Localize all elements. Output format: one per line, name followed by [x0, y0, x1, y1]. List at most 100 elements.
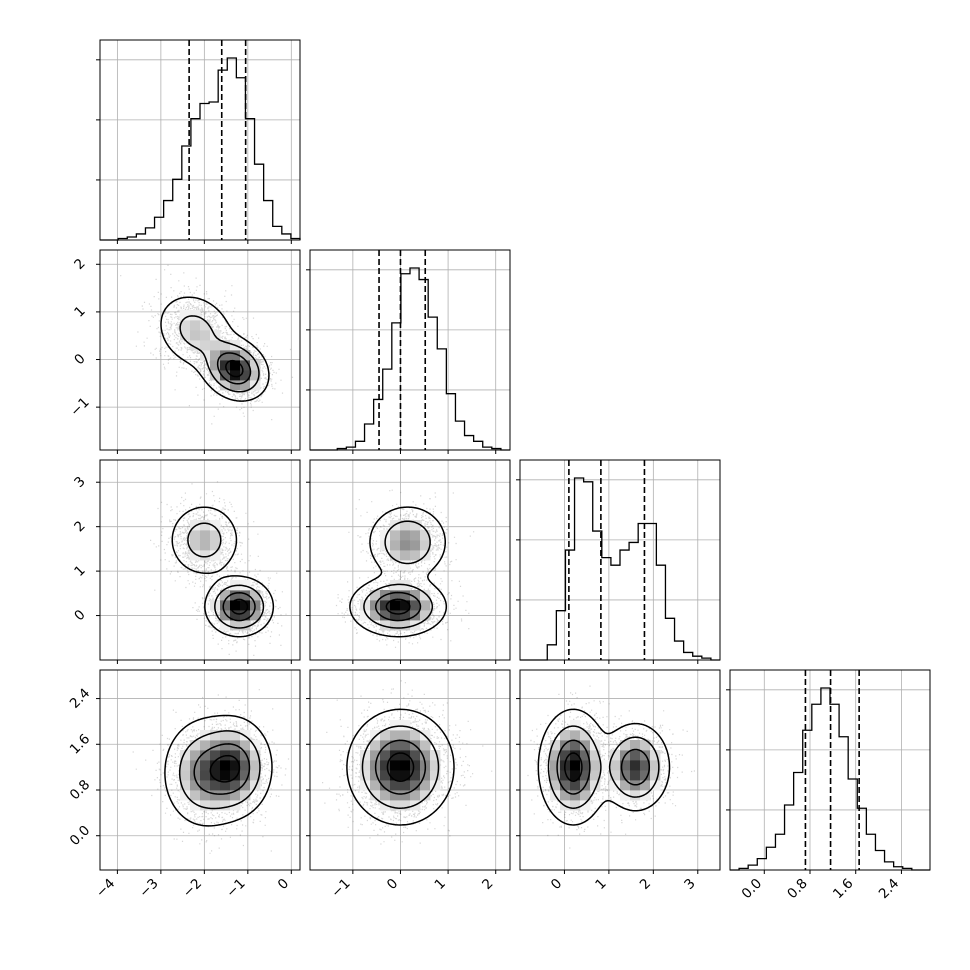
- contour-level-2: [222, 591, 256, 622]
- contour-level-3: [209, 754, 241, 783]
- density-cell: [250, 750, 261, 761]
- density-cell: [390, 610, 401, 621]
- x-tick-label: −1: [328, 876, 353, 901]
- y-tick-label: 2: [71, 256, 88, 273]
- density-cell: [380, 620, 391, 631]
- density-cell: [370, 790, 381, 801]
- contour-level-2: [193, 743, 251, 795]
- density-cell: [240, 590, 251, 601]
- density-cell: [200, 740, 211, 751]
- contour-level-3: [230, 598, 249, 615]
- density-cell: [610, 750, 621, 761]
- density-cell: [570, 780, 581, 791]
- density-cell: [380, 760, 391, 771]
- panel-frame: [519, 669, 721, 871]
- density-cell: [420, 590, 431, 601]
- density-cell: [650, 750, 661, 761]
- density-cell: [550, 740, 561, 751]
- x-tick-label: −2: [180, 876, 205, 901]
- density-cell: [580, 730, 591, 741]
- density-cell: [230, 620, 241, 631]
- density-cell: [220, 730, 231, 741]
- density-cell: [570, 800, 581, 811]
- density-cell: [230, 750, 241, 761]
- density-cell: [190, 790, 201, 801]
- density-cell: [360, 770, 371, 781]
- hist-panel-1: [306, 249, 511, 454]
- density-cell: [210, 760, 221, 771]
- density-cell: [410, 520, 421, 531]
- density-cell: [240, 580, 251, 591]
- density-cell: [210, 540, 221, 551]
- density-cell: [230, 350, 241, 361]
- density-cell: [400, 620, 411, 631]
- density-cell: [210, 770, 221, 781]
- density-cell: [380, 790, 391, 801]
- density-cell: [420, 530, 431, 541]
- density-cell: [200, 750, 211, 761]
- density-cell: [240, 730, 251, 741]
- density-cell: [220, 370, 231, 381]
- panel-frame: [99, 669, 301, 871]
- density-cell: [220, 770, 231, 781]
- density-cell: [590, 770, 601, 781]
- density-cell: [200, 800, 211, 811]
- density-cell: [610, 780, 621, 791]
- density-cell: [380, 530, 391, 541]
- density-cell: [400, 590, 411, 601]
- density-cell: [210, 370, 221, 381]
- density-cell: [200, 520, 211, 531]
- density-cell: [400, 780, 411, 791]
- density-cell: [210, 350, 221, 361]
- panel-frame: [729, 669, 931, 871]
- density-cell: [250, 780, 261, 791]
- density-cell: [560, 790, 571, 801]
- density-cell: [420, 600, 431, 611]
- density-cell: [560, 770, 571, 781]
- density-cell: [420, 790, 431, 801]
- density-cell: [400, 520, 411, 531]
- density-cell: [240, 740, 251, 751]
- panel-content: [310, 670, 510, 870]
- panel-content: [100, 670, 300, 870]
- contour-level-1: [363, 520, 434, 629]
- density-cell: [180, 320, 191, 331]
- x-tick-label: 0: [548, 876, 565, 893]
- density-cell: [410, 550, 421, 561]
- scatter-panel-3_0: [96, 669, 301, 874]
- density-cell: [250, 370, 261, 381]
- panel-frame: [99, 459, 301, 661]
- density-cell: [400, 540, 411, 551]
- density-cell: [240, 790, 251, 801]
- contour-level-2: [374, 591, 422, 622]
- density-cell: [200, 330, 211, 341]
- density-cell: [230, 590, 241, 601]
- density-cell: [230, 760, 241, 771]
- density-cell: [570, 760, 581, 771]
- density-cell: [630, 770, 641, 781]
- density-cell: [560, 740, 571, 751]
- density-cell: [570, 730, 581, 741]
- density-cell: [430, 770, 441, 781]
- density-cell: [210, 740, 221, 751]
- density-cell: [560, 780, 571, 791]
- density-cell: [220, 740, 231, 751]
- density-cell: [230, 610, 241, 621]
- density-cell: [390, 740, 401, 751]
- density-cell: [370, 750, 381, 761]
- density-cell: [400, 770, 411, 781]
- density-cell: [210, 550, 221, 561]
- density-cell: [640, 760, 651, 771]
- density-cell: [550, 780, 561, 791]
- x-tick-label: 2.4: [876, 876, 903, 903]
- density-cell: [400, 740, 411, 751]
- density-cell: [390, 750, 401, 761]
- density-cell: [210, 750, 221, 761]
- contour-level-3: [386, 752, 415, 782]
- density-cell: [570, 740, 581, 751]
- density-cell: [180, 310, 191, 321]
- density-cell: [390, 530, 401, 541]
- panel-content: [520, 670, 720, 870]
- density-cell: [210, 530, 221, 541]
